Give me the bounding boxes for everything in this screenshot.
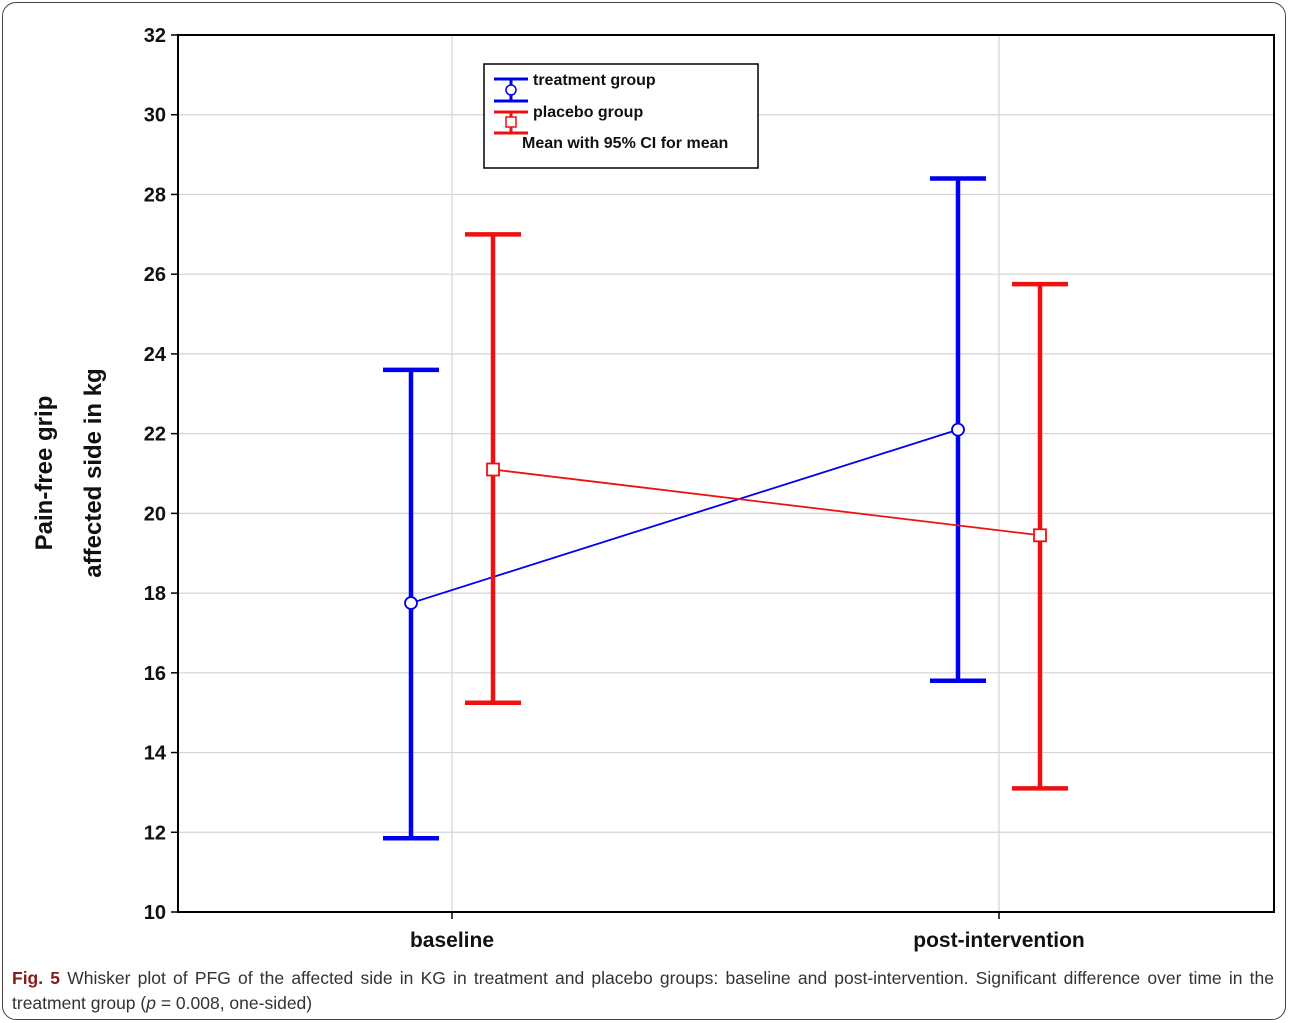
caption-text-end: = 0.008, one-sided) — [155, 993, 313, 1013]
mean-line-0 — [410, 428, 959, 604]
y-tick-label-16: 16 — [144, 663, 166, 685]
mean-point-0-1 — [951, 422, 965, 437]
mean-point-0-0 — [404, 596, 418, 610]
y-tick-label-26: 26 — [144, 264, 166, 286]
legend-placebo-label: placebo group — [533, 104, 643, 121]
legend-treatment-label: treatment group — [533, 72, 656, 89]
series-1 — [465, 232, 1068, 791]
y-tick-label-24: 24 — [144, 344, 167, 366]
legend-box — [483, 63, 759, 169]
caption-text: Whisker plot of PFG of the affected side… — [12, 968, 1274, 1013]
legend-note: Mean with 95% CI for mean — [522, 135, 728, 152]
y-tick-label-28: 28 — [144, 184, 166, 206]
mean-line-1 — [492, 468, 1041, 537]
whisker-chart: 10 12 14 16 18 20 22 24 26 28 30 32 baseline post-in… — [31, 25, 1275, 952]
legend-treatment-swatch — [494, 77, 528, 103]
plot-area-border — [177, 34, 1275, 913]
y-axis-label-line-1: Pain-free grip — [31, 396, 58, 551]
caption-label: Fig. 5 — [12, 968, 61, 988]
chart-marks — [383, 176, 1068, 841]
series-0 — [383, 176, 986, 841]
x-category-label-1: post-intervention — [913, 929, 1085, 952]
figure-caption: Fig. 5 Whisker plot of PFG of the affect… — [12, 966, 1274, 1016]
mean-point-1-1 — [1033, 528, 1047, 543]
legend: treatment group placebo group Mean with … — [483, 63, 759, 169]
y-tick-label-32: 32 — [144, 25, 166, 47]
y-tick-label-12: 12 — [144, 822, 166, 844]
y-tick-label-18: 18 — [144, 583, 166, 605]
caption-p-symbol: p — [146, 993, 156, 1013]
y-tick-label-10: 10 — [144, 902, 166, 924]
y-axis-ticks: 10 12 14 16 18 20 22 24 26 28 30 32 — [144, 25, 178, 924]
x-axis-categories: baseline post-intervention — [410, 912, 1085, 952]
x-category-label-0: baseline — [410, 929, 494, 952]
y-tick-label-20: 20 — [144, 503, 166, 525]
y-tick-label-30: 30 — [144, 105, 166, 127]
y-tick-label-14: 14 — [144, 743, 167, 765]
y-tick-label-22: 22 — [144, 424, 166, 446]
mean-point-1-0 — [486, 462, 500, 477]
legend-placebo-swatch — [494, 110, 528, 135]
y-axis-label-line-2: affected side in kg — [80, 368, 107, 577]
